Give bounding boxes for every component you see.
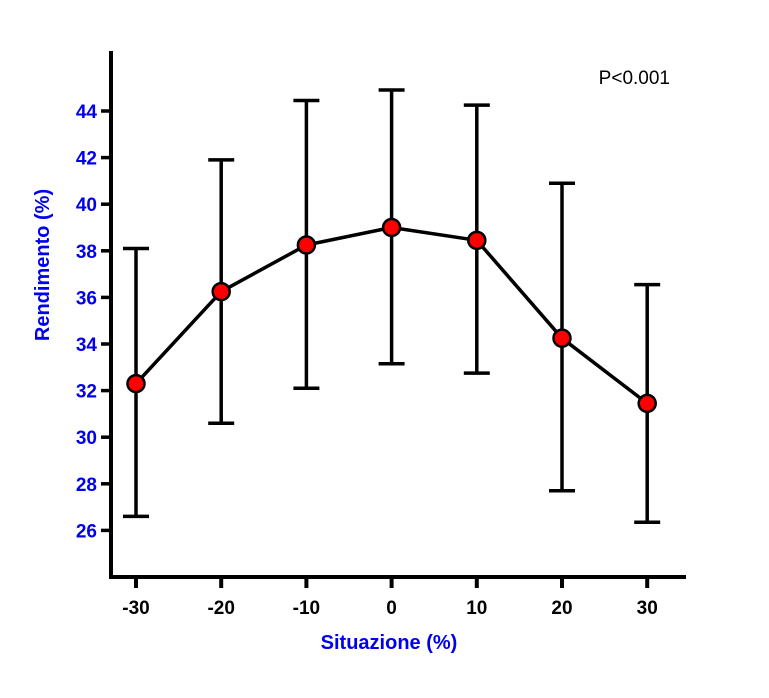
y-ticks: 26 28 30 32 34 36 38 40 42 44	[76, 102, 111, 542]
x-axis-title: Situazione (%)	[321, 632, 458, 654]
x-tick-label: -10	[293, 598, 320, 619]
y-tick-label: 38	[76, 242, 97, 263]
y-tick-label: 26	[76, 521, 97, 542]
y-tick-label: 44	[76, 102, 98, 123]
y-tick-label: 34	[76, 335, 98, 356]
x-tick-label: -20	[207, 598, 234, 619]
x-tick-label: 0	[386, 598, 397, 619]
data-point	[381, 217, 402, 238]
x-ticks: -30 -20 -10 0 10 20 30	[122, 577, 658, 619]
y-tick-label: 42	[76, 149, 97, 170]
y-axis-title: Rendimento (%)	[32, 189, 54, 341]
y-tick-label: 32	[76, 382, 97, 403]
x-tick-label: -30	[122, 598, 149, 619]
y-tick-label: 36	[76, 288, 97, 309]
y-tick-label: 28	[76, 475, 97, 496]
y-tick-label: 30	[76, 428, 97, 449]
data-point	[467, 230, 487, 251]
markers	[126, 217, 657, 414]
data-point	[552, 328, 572, 348]
x-tick-label: 20	[551, 598, 572, 619]
error-bars	[123, 88, 661, 524]
y-tick-label: 40	[76, 195, 97, 216]
data-point	[296, 235, 317, 255]
data-point	[637, 393, 657, 414]
data-point	[126, 373, 146, 394]
x-tick-label: 10	[466, 598, 487, 619]
data-point	[211, 281, 231, 302]
p-value-annotation: P<0.001	[599, 68, 670, 89]
axes: 26 28 30 32 34 36 38 40 42 44 -30 -20 -10 0 10 20 30	[76, 51, 686, 619]
x-tick-label: 30	[637, 598, 658, 619]
